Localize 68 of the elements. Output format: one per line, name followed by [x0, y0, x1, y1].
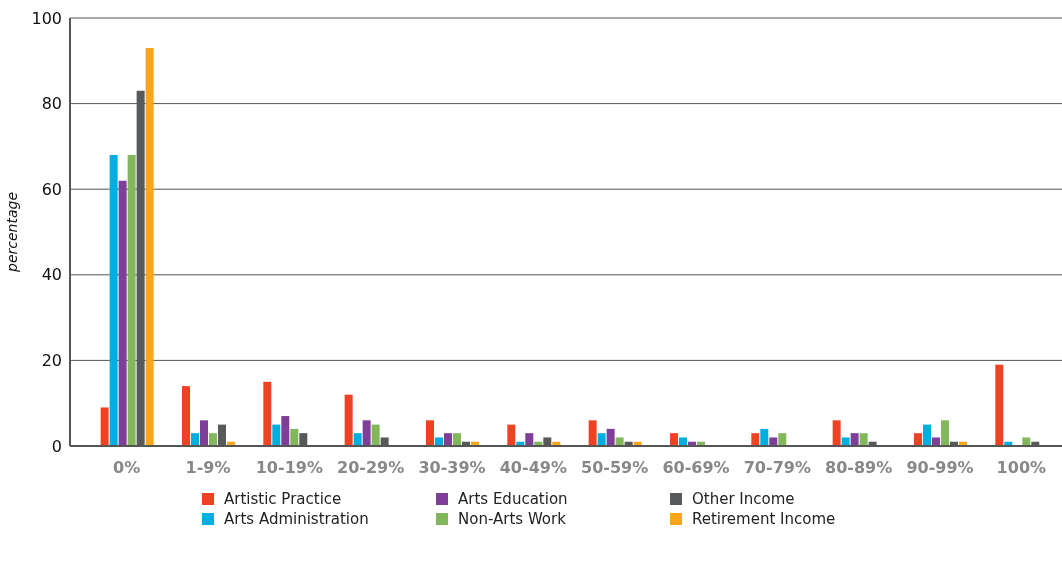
bar — [353, 433, 362, 446]
legend-label: Artistic Practice — [224, 490, 342, 508]
y-tick-label: 0 — [51, 436, 62, 456]
bar — [615, 437, 624, 446]
bar — [118, 180, 127, 446]
y-tick-label: 20 — [41, 351, 62, 371]
bar — [597, 433, 606, 446]
bar — [760, 428, 769, 446]
bar — [190, 433, 199, 446]
bar — [145, 47, 154, 446]
x-tick-label: 50-59% — [581, 458, 649, 478]
bar — [507, 424, 516, 446]
y-tick-label: 100 — [31, 8, 62, 28]
bar — [452, 433, 461, 446]
bar — [841, 437, 850, 446]
bar — [832, 420, 841, 446]
bar — [181, 386, 190, 446]
bar — [1022, 437, 1031, 446]
bar — [588, 420, 597, 446]
bar — [344, 394, 353, 446]
bar — [127, 154, 136, 446]
x-tick-label: 100% — [996, 458, 1047, 478]
bar — [425, 420, 434, 446]
y-tick-label: 80 — [41, 94, 62, 114]
bar — [362, 420, 371, 446]
bar — [525, 433, 534, 446]
bar — [859, 433, 868, 446]
bar — [199, 420, 208, 446]
bar — [931, 437, 940, 446]
bar — [281, 416, 290, 446]
bar — [769, 437, 778, 446]
x-tick-label: 40-49% — [499, 458, 567, 478]
x-tick-label: 0% — [113, 458, 141, 478]
y-tick-label: 60 — [41, 179, 62, 199]
bar — [263, 381, 272, 446]
x-tick-label: 20-29% — [337, 458, 405, 478]
bar — [995, 364, 1004, 446]
bar — [606, 428, 615, 446]
bar — [940, 420, 949, 446]
x-tick-label: 1-9% — [185, 458, 231, 478]
bar — [208, 433, 217, 446]
x-tick-label: 10-19% — [255, 458, 323, 478]
bar — [272, 424, 281, 446]
y-tick-label: 40 — [41, 265, 62, 285]
bar — [443, 433, 452, 446]
x-tick-label: 60-69% — [662, 458, 730, 478]
bar — [678, 437, 687, 446]
x-tick-label: 90-99% — [906, 458, 974, 478]
bar — [913, 433, 922, 446]
x-tick-label: 70-79% — [743, 458, 811, 478]
bar — [434, 437, 443, 446]
bar — [778, 433, 787, 446]
bar — [371, 424, 380, 446]
legend-label: Arts Administration — [224, 510, 369, 528]
x-tick-label: 30-39% — [418, 458, 486, 478]
y-axis-title: percentage — [3, 191, 20, 274]
bar — [850, 433, 859, 446]
bar — [290, 428, 299, 446]
x-tick-label: 80-89% — [825, 458, 893, 478]
bar — [100, 407, 109, 446]
legend-label: Non-Arts Work — [458, 510, 566, 528]
bar — [109, 154, 118, 446]
bar — [922, 424, 931, 446]
legend-label: Other Income — [692, 490, 795, 508]
legend-label: Arts Education — [458, 490, 568, 508]
bar — [751, 433, 760, 446]
bar — [669, 433, 678, 446]
legend-label: Retirement Income — [692, 510, 836, 528]
